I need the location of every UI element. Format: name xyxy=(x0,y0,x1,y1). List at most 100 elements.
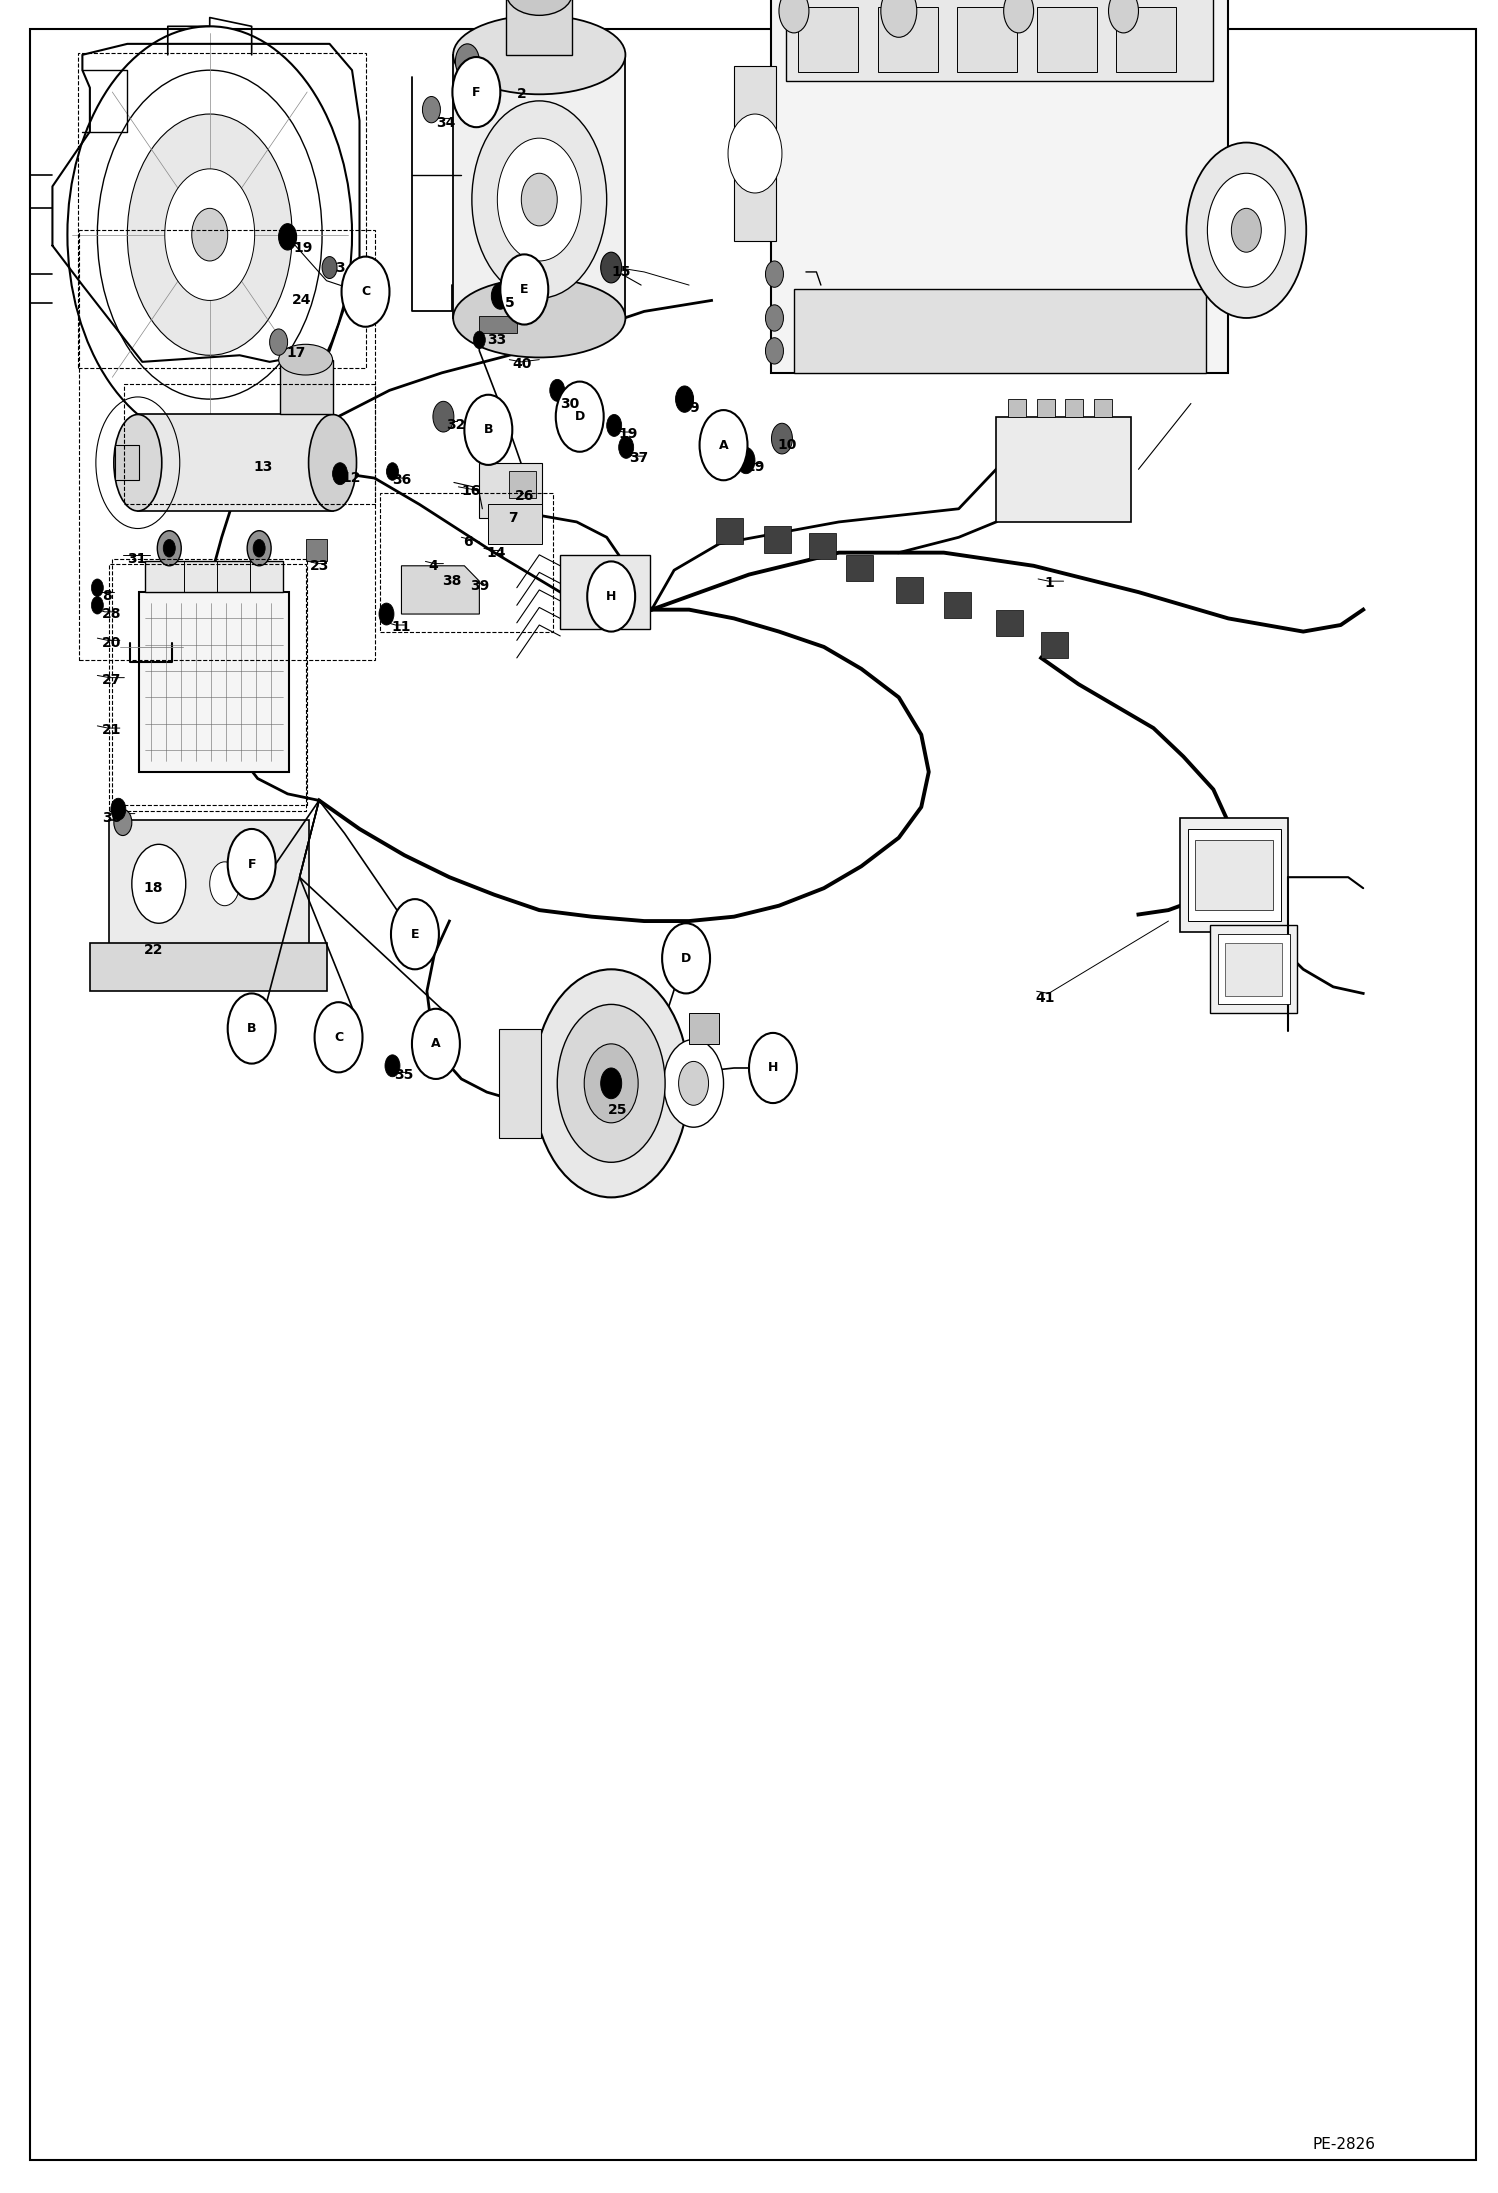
Circle shape xyxy=(765,338,783,364)
Circle shape xyxy=(67,26,352,443)
Circle shape xyxy=(607,414,622,436)
Text: 8: 8 xyxy=(102,590,112,603)
Circle shape xyxy=(497,138,581,261)
Text: 26: 26 xyxy=(515,489,535,502)
Text: H: H xyxy=(607,590,616,603)
Circle shape xyxy=(132,844,186,923)
Text: 16: 16 xyxy=(461,485,481,498)
Bar xyxy=(90,943,327,991)
Ellipse shape xyxy=(309,414,357,511)
Text: 29: 29 xyxy=(746,461,765,474)
Circle shape xyxy=(700,410,748,480)
Circle shape xyxy=(601,1068,622,1099)
Text: E: E xyxy=(410,928,419,941)
Bar xyxy=(124,384,374,504)
Circle shape xyxy=(765,261,783,287)
Circle shape xyxy=(315,1002,363,1072)
Circle shape xyxy=(460,77,475,99)
Circle shape xyxy=(1186,143,1306,318)
Circle shape xyxy=(379,603,394,625)
Text: 37: 37 xyxy=(629,452,649,465)
Text: 4: 4 xyxy=(428,559,439,572)
Text: 25: 25 xyxy=(608,1103,628,1116)
Circle shape xyxy=(163,539,175,557)
Text: 23: 23 xyxy=(310,559,330,572)
Text: 18: 18 xyxy=(144,882,163,895)
Bar xyxy=(479,463,542,518)
Bar xyxy=(1210,925,1297,1013)
Circle shape xyxy=(433,401,454,432)
Bar xyxy=(878,7,938,72)
Text: 28: 28 xyxy=(102,607,121,621)
Bar xyxy=(809,533,836,559)
Circle shape xyxy=(601,252,622,283)
Text: 9: 9 xyxy=(689,401,698,414)
Circle shape xyxy=(728,114,782,193)
Bar xyxy=(509,471,536,498)
Circle shape xyxy=(91,579,103,596)
Circle shape xyxy=(679,1061,709,1105)
Circle shape xyxy=(584,1044,638,1123)
Text: 24: 24 xyxy=(292,294,312,307)
Circle shape xyxy=(533,969,689,1197)
Circle shape xyxy=(1109,0,1138,33)
Ellipse shape xyxy=(114,414,162,511)
Bar xyxy=(115,445,139,480)
Text: 19: 19 xyxy=(619,428,638,441)
Text: 20: 20 xyxy=(102,636,121,649)
Circle shape xyxy=(1207,173,1285,287)
Bar xyxy=(1116,7,1176,72)
Bar xyxy=(957,7,1017,72)
Bar xyxy=(1008,399,1026,417)
Text: F: F xyxy=(472,86,481,99)
Text: 15: 15 xyxy=(611,265,631,279)
Bar xyxy=(109,564,306,811)
Circle shape xyxy=(779,0,809,33)
Circle shape xyxy=(111,798,126,820)
Text: 17: 17 xyxy=(286,346,306,360)
Bar xyxy=(109,820,309,947)
Circle shape xyxy=(165,169,255,300)
Bar xyxy=(1218,934,1290,1004)
Circle shape xyxy=(491,283,509,309)
Text: 13: 13 xyxy=(253,461,273,474)
Text: PE-2826: PE-2826 xyxy=(1312,2138,1375,2151)
Circle shape xyxy=(455,44,479,79)
Bar xyxy=(1065,399,1083,417)
Bar xyxy=(479,316,517,333)
Bar xyxy=(1188,829,1281,921)
Text: 36: 36 xyxy=(102,811,121,825)
Text: 40: 40 xyxy=(512,357,532,371)
Circle shape xyxy=(97,70,322,399)
Circle shape xyxy=(556,382,604,452)
Text: 35: 35 xyxy=(394,1068,413,1081)
Text: 5: 5 xyxy=(505,296,515,309)
Bar xyxy=(798,7,858,72)
Circle shape xyxy=(587,561,635,632)
Text: 34: 34 xyxy=(436,116,455,129)
Circle shape xyxy=(1004,0,1034,33)
Circle shape xyxy=(765,305,783,331)
Text: 33: 33 xyxy=(487,333,506,346)
Circle shape xyxy=(881,0,917,37)
Bar xyxy=(794,289,1206,373)
Circle shape xyxy=(342,257,389,327)
Text: 21: 21 xyxy=(102,724,121,737)
Text: 32: 32 xyxy=(446,419,466,432)
Circle shape xyxy=(500,254,548,325)
Circle shape xyxy=(464,395,512,465)
Circle shape xyxy=(114,809,132,836)
Bar xyxy=(499,1029,541,1138)
Bar xyxy=(1094,399,1112,417)
Bar xyxy=(1225,943,1282,996)
Bar xyxy=(996,417,1131,522)
Text: A: A xyxy=(719,439,728,452)
Text: 7: 7 xyxy=(508,511,517,524)
Bar xyxy=(1037,7,1097,72)
Text: D: D xyxy=(682,952,691,965)
Text: 2: 2 xyxy=(517,88,527,101)
Circle shape xyxy=(521,173,557,226)
Polygon shape xyxy=(401,566,479,614)
Circle shape xyxy=(91,596,103,614)
Text: 41: 41 xyxy=(1035,991,1055,1004)
